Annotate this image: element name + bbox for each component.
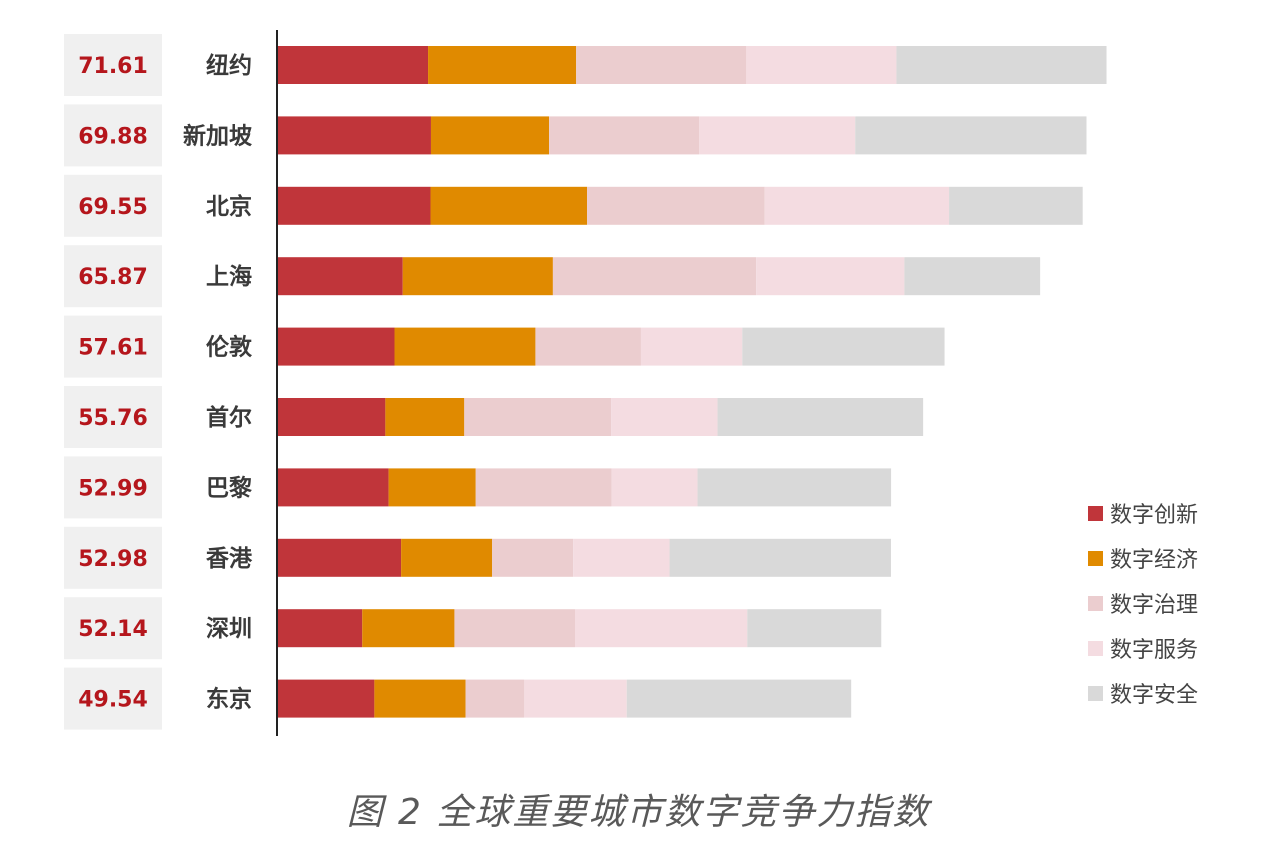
- legend-label: 数字安全: [1110, 683, 1198, 708]
- bar-segment: [388, 468, 476, 507]
- bar-segment: [575, 609, 748, 648]
- score-box: [64, 174, 162, 237]
- bar-segment: [430, 186, 588, 225]
- stacked-bar-chart: 71.61 69.88 69.55 65.87 57.61 55.76 52.99 52.98…: [64, 30, 1198, 736]
- bar-segment: [492, 538, 574, 577]
- bar-segment: [278, 186, 431, 225]
- score-label: 52.98: [78, 547, 148, 572]
- score-label: 71.61: [78, 54, 148, 79]
- bar-segment: [464, 398, 612, 436]
- score-label: 49.54: [78, 688, 148, 713]
- bar-segment: [465, 679, 525, 718]
- bar-segment: [669, 538, 891, 577]
- bar-segment: [524, 679, 627, 718]
- bar-segment: [626, 679, 852, 718]
- city-label: 东京: [206, 686, 252, 713]
- score-label: 69.88: [78, 124, 148, 149]
- legend-label: 数字服务: [1110, 638, 1198, 663]
- bar-segment: [362, 609, 455, 648]
- city-label: 伦敦: [206, 334, 253, 361]
- legend-swatch: [1088, 506, 1103, 521]
- city-label: 北京: [206, 193, 252, 220]
- bar-segment: [949, 186, 1083, 225]
- score-box: [64, 104, 162, 167]
- bar-segment: [549, 116, 700, 155]
- legend-label: 数字创新: [1110, 503, 1198, 528]
- legend-swatch: [1088, 641, 1103, 656]
- score-box: [64, 526, 162, 589]
- bar-segment: [764, 186, 950, 225]
- bar-segment: [896, 46, 1107, 84]
- bar-segment: [428, 46, 577, 84]
- score-box: [64, 315, 162, 378]
- score-label: 57.61: [78, 336, 148, 361]
- score-label: 52.99: [78, 476, 148, 501]
- score-label: 69.55: [78, 195, 148, 220]
- score-box: [64, 597, 162, 660]
- legend-swatch: [1088, 596, 1103, 611]
- bar-segment: [552, 257, 757, 296]
- bar-segment: [278, 46, 429, 84]
- bar-segment: [278, 398, 386, 436]
- city-label: 上海: [206, 263, 252, 290]
- bar-segment: [278, 116, 431, 155]
- bar-segment: [475, 468, 612, 507]
- bar-segment: [855, 116, 1087, 155]
- bar-segment: [611, 468, 698, 507]
- city-label: 新加坡: [183, 122, 252, 149]
- bar-segment: [401, 538, 493, 577]
- city-label: 巴黎: [206, 474, 252, 501]
- score-box: [64, 245, 162, 308]
- bar-segment: [385, 398, 465, 436]
- score-label: 65.87: [78, 265, 148, 290]
- legend-swatch: [1088, 686, 1103, 701]
- score-box: [64, 456, 162, 519]
- bar-segment: [374, 679, 466, 718]
- bar-segment: [747, 609, 882, 648]
- figure-caption: 图 2 全球重要城市数字竞争力指数: [346, 792, 931, 833]
- bar-area: [278, 46, 1107, 718]
- bar-segment: [278, 609, 363, 648]
- bar-segment: [904, 257, 1041, 296]
- bar-segment: [576, 46, 747, 84]
- score-box: [64, 34, 162, 96]
- bar-segment: [278, 468, 389, 507]
- city-label: 纽约: [206, 52, 252, 79]
- bar-segment: [697, 468, 892, 507]
- score-label: 52.14: [78, 617, 148, 642]
- bar-segment: [699, 116, 856, 155]
- bar-segment: [402, 257, 553, 296]
- bar-segment: [742, 327, 945, 366]
- bar-segment: [278, 257, 403, 296]
- score-column: 71.61 69.88 69.55 65.87 57.61 55.76 52.99 52.98…: [64, 34, 162, 730]
- bar-segment: [454, 609, 575, 648]
- bar-segment: [640, 327, 743, 366]
- bar-segment: [535, 327, 641, 366]
- bar-segment: [756, 257, 905, 296]
- bar-segment: [746, 46, 897, 84]
- bar-segment: [573, 538, 670, 577]
- bar-segment: [394, 327, 536, 366]
- score-box: [64, 667, 162, 730]
- bar-segment: [278, 679, 375, 718]
- legend-label: 数字经济: [1110, 548, 1198, 573]
- bar-segment: [278, 538, 402, 577]
- score-box: [64, 386, 162, 448]
- city-label: 香港: [206, 546, 253, 572]
- bar-segment: [587, 186, 765, 225]
- legend-swatch: [1088, 551, 1103, 566]
- bar-segment: [717, 398, 924, 436]
- bar-segment: [430, 116, 550, 155]
- bar-segment: [611, 398, 718, 436]
- city-label: 深圳: [206, 616, 252, 642]
- score-label: 55.76: [78, 406, 148, 431]
- legend-label: 数字治理: [1110, 593, 1198, 618]
- city-label: 首尔: [206, 404, 252, 431]
- bar-segment: [278, 327, 395, 366]
